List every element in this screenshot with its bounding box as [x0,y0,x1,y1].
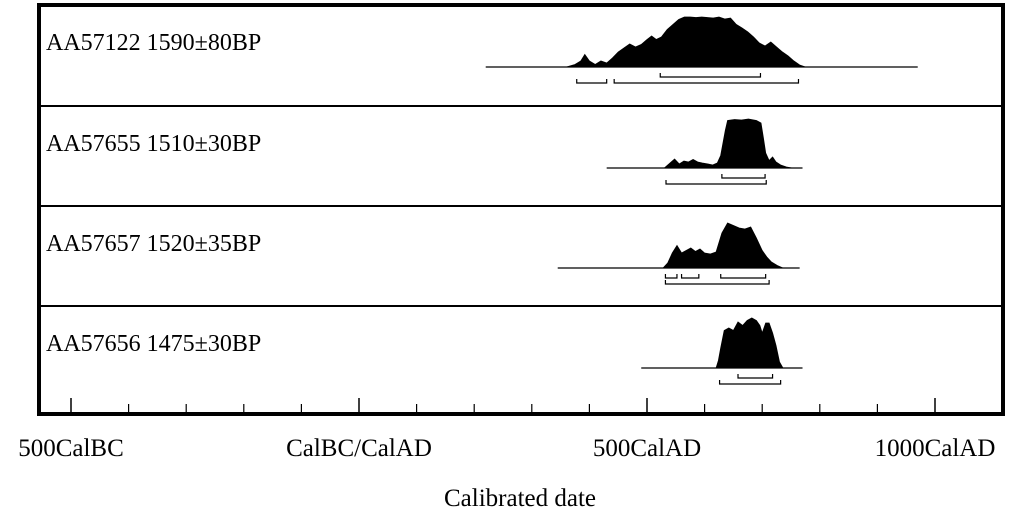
probability-distribution [715,317,784,369]
plot-frame [37,3,1005,416]
panel-4: AA57656 1475±30BP [39,305,1003,385]
tick-label: CalBC/CalAD [286,435,432,462]
range-1sigma-bracket [721,174,766,179]
tick-label: 500CalAD [593,435,701,462]
tick-label: 1000CalAD [875,435,996,462]
range-2sigma-bracket [613,79,800,84]
range-1sigma-bracket [664,274,678,279]
range-1sigma-bracket [720,274,767,279]
range-2sigma-bracket [718,380,782,385]
tick-label: 500CalBC [18,435,124,462]
panel-3: AA57657 1520±35BP [39,205,1003,285]
range-2sigma-bracket [664,280,770,285]
x-axis-tick-labels: 500CalBC CalBC/CalAD 500CalAD 1000CalAD [18,435,995,462]
range-1sigma-bracket [737,374,774,379]
probability-distribution [566,16,806,68]
range-2sigma-bracket [665,180,767,185]
panel-label: AA57657 1520±35BP [46,231,261,257]
panel-label: AA57122 1590±80BP [46,30,261,56]
range-1sigma-bracket [680,274,700,279]
range-2sigma-bracket [576,79,608,84]
probability-distribution [664,118,793,169]
probability-distribution [662,222,784,269]
panel-2: AA57655 1510±30BP [39,105,1003,185]
panel-label: AA57656 1475±30BP [46,331,261,357]
x-axis-ticks [70,398,936,412]
x-axis-title: Calibrated date [444,485,596,512]
panels-group: AA57122 1590±80BP AA57655 1510±30BP AA5765… [39,16,1003,385]
panel-1: AA57122 1590±80BP [46,16,918,84]
panel-label: AA57655 1510±30BP [46,131,261,157]
range-1sigma-bracket [659,73,762,78]
